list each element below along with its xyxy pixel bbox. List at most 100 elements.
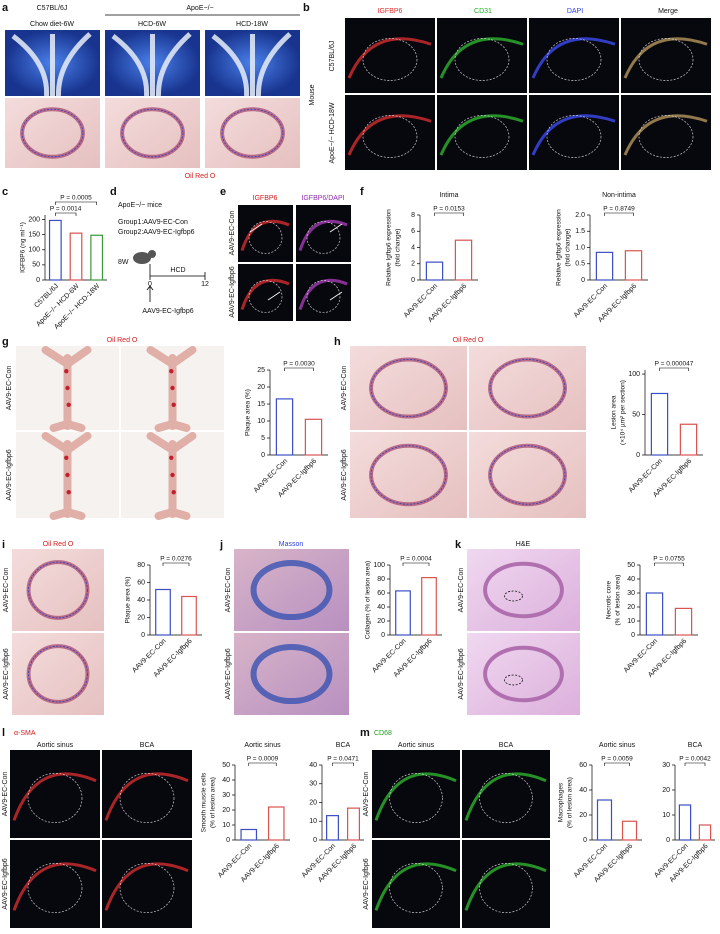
x-tick-label: AAV9-EC-Igfbp6 [317,843,358,884]
plaque [170,472,175,478]
panel-label: BCA [499,742,514,749]
bar [69,232,83,281]
signal [464,862,547,911]
lesion [250,559,333,621]
significance-bracket [248,762,277,766]
panel-label: AAV9-EC-Con [225,568,232,613]
y-tick-label: 20 [137,614,145,621]
signal [12,772,97,821]
bar [596,799,613,841]
y-tick-label: 20 [579,812,587,819]
y-axis-label: Plaque area (%) [125,577,132,624]
bar [155,588,171,636]
panel-label: 12 [201,281,209,288]
panel-label: AAV9-EC-Igfbp6 [458,648,465,699]
panel-label: Oil Red O [107,337,138,344]
panel-label: AAV9-EC-Con [229,211,236,256]
bar [347,807,360,841]
lesion-outline [546,38,602,81]
bar [679,423,698,456]
p-value: P = 0.0014 [50,206,82,213]
panel-letter: b [303,2,310,14]
x-tick-label: AAV9-EC-Igfbp6 [669,843,710,884]
y-axis-label: Plaque area (%) [245,389,252,436]
y-axis-label: (% of lesion area) [210,777,217,828]
panel-label: DAPI [567,8,583,15]
lesion-outline [121,108,184,158]
y-tick-label: 40 [309,762,317,769]
panel-letter: l [2,727,5,739]
lesion-outline [221,108,284,158]
bar [90,234,104,281]
y-axis-label: (fold change) [395,229,402,267]
micrograph [437,18,527,93]
panel-label: Group1:AAV9-EC-Con [118,219,188,226]
bar [275,398,294,456]
y-tick-label: 40 [627,576,635,583]
panel-label: AAV9-EC-Con [363,772,370,817]
panel-letter: m [360,727,370,739]
signal [439,114,524,156]
signal [298,219,348,252]
y-tick-label: 10 [257,418,265,425]
bar [48,219,62,281]
aorta-tree [41,432,92,520]
panel-label: 0 [148,281,152,288]
lesion-outline [370,359,447,417]
chart-title: Aortic sinus [244,742,281,749]
plaque [64,369,69,374]
chart-title: Intima [439,192,458,199]
y-tick-label: 0 [261,452,265,459]
y-axis-label: Relative Igfbp6 expression [386,209,393,286]
bar [267,806,285,841]
lesion-outline [454,38,510,81]
panel-label: AAV9-EC-Igfbp6 [225,648,232,699]
bar [395,590,411,636]
p-value: P = 0.0042 [679,756,711,763]
arrow [329,223,343,233]
y-tick-label: 60 [377,590,385,597]
y-tick-label: 0 [141,632,145,639]
lesion-outline [489,359,566,417]
panel-label: AAV9-EC-Con [6,366,13,411]
panel-label: AAV9-EC-Igfbp6 [363,858,370,909]
signal [12,862,97,911]
panel-letter: h [334,336,341,348]
micrograph [345,95,435,170]
lesion [483,645,564,703]
signal [298,278,348,311]
p-value: P = 0.0005 [60,195,92,202]
bar [678,804,692,841]
panel-label: AAV9-EC-Igfbp6 [2,858,9,909]
p-value: P = 0.8749 [603,206,635,213]
y-tick-label: 4 [411,244,415,251]
panel-label: AAV9-EC-Igfbp6 [6,449,13,500]
y-tick-label: 150 [28,231,40,238]
lesion-outline [479,773,533,823]
y-tick-label: 20 [222,807,230,814]
y-tick-label: 40 [137,597,145,604]
arrow [249,223,263,233]
lesion-outline [454,115,510,158]
lesion-outline [119,773,175,823]
signal [104,772,189,821]
plaque [171,490,176,495]
plaque [170,385,175,391]
bar [650,392,669,456]
panel-label: CD31 [474,8,492,15]
panel-letter: i [2,539,5,551]
signal [240,278,290,311]
p-value: P = 0.0009 [247,756,279,763]
panel-label: ApoE−/− HCD-18W [329,102,336,163]
p-value: P = 0.000047 [655,361,694,368]
plaque [171,402,176,407]
arrow [146,285,154,302]
lesion-outline [28,645,88,703]
micrograph [238,264,293,321]
micrograph [462,840,550,928]
significance-bracket [55,212,77,216]
panel-label: AAV9-EC-Con [3,568,10,613]
lesion-outline [21,108,84,158]
lesion-outline [119,863,175,913]
